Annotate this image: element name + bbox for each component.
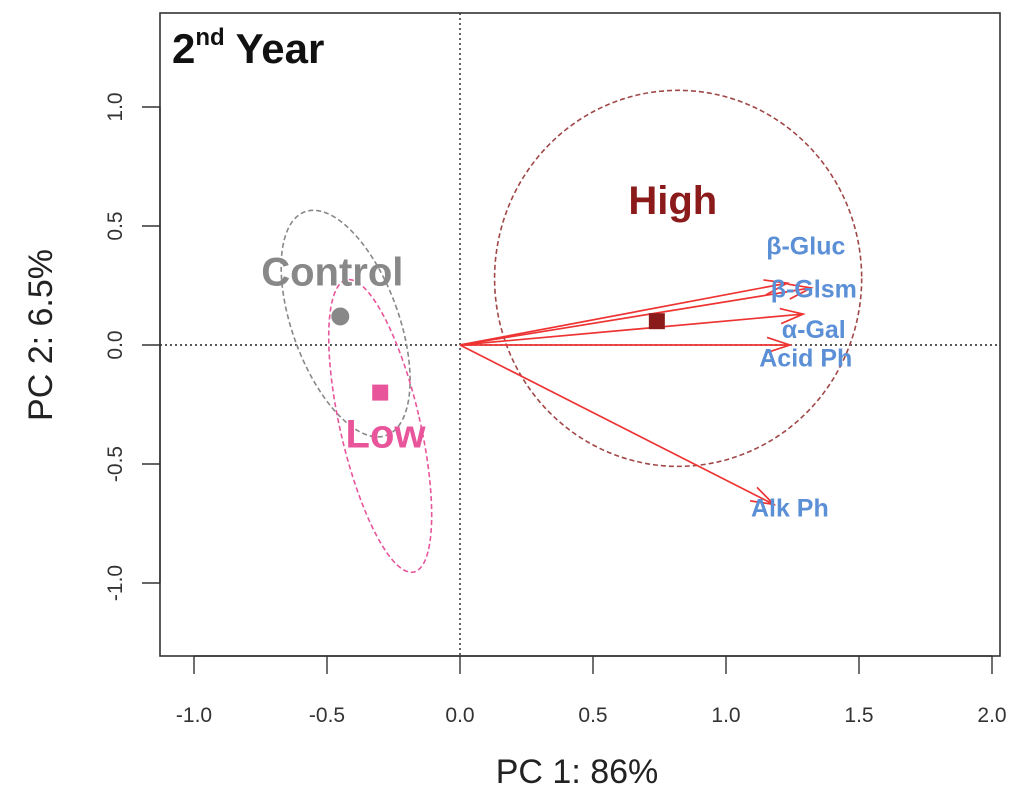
loading-arrow-gal <box>459 307 806 346</box>
x-axis-label: PC 1: 86% <box>496 753 659 791</box>
y-axis-label: PC 2: 6.5% <box>22 249 60 421</box>
loading-label-acid-ph: Acid Ph <box>759 344 852 372</box>
y-tick-label: 1.0 <box>104 92 127 121</box>
x-tick-label: 1.0 <box>711 704 740 727</box>
loading-arrow-alk-ph <box>459 344 777 506</box>
loading-label-gal: α-Gal <box>782 316 846 344</box>
loading-arrow-glsm <box>459 283 814 346</box>
x-tick-label: 2.0 <box>977 704 1006 727</box>
x-tick-label: 0.0 <box>445 704 474 727</box>
loading-label-glsm: β-Glsm <box>771 275 857 303</box>
y-tick-label: -1.0 <box>104 565 127 601</box>
centroid-control <box>331 307 350 326</box>
loading-arrow-gluc <box>459 279 790 346</box>
ellipse-control <box>280 209 411 438</box>
y-tick-label: 0.5 <box>104 211 127 240</box>
loading-arrow-acid-ph <box>460 336 793 354</box>
y-tick-label: -0.5 <box>104 446 127 482</box>
panel-title: 2nd Year <box>172 24 324 72</box>
group-label-high: High <box>628 179 717 223</box>
loading-label-alk-ph: Alk Ph <box>751 494 829 522</box>
group-label-control: Control <box>261 251 403 295</box>
x-tick-label: -0.5 <box>309 704 345 727</box>
centroid-high <box>648 313 665 330</box>
loading-label-gluc: β-Gluc <box>766 233 845 261</box>
centroid-low <box>372 384 389 401</box>
ellipse-low <box>327 278 433 574</box>
x-tick-label: -1.0 <box>176 704 212 727</box>
y-tick-label: 0.0 <box>104 330 127 359</box>
group-label-low: Low <box>346 412 427 456</box>
x-tick-label: 0.5 <box>578 704 607 727</box>
x-tick-label: 1.5 <box>844 704 873 727</box>
ellipse-high <box>493 89 863 468</box>
